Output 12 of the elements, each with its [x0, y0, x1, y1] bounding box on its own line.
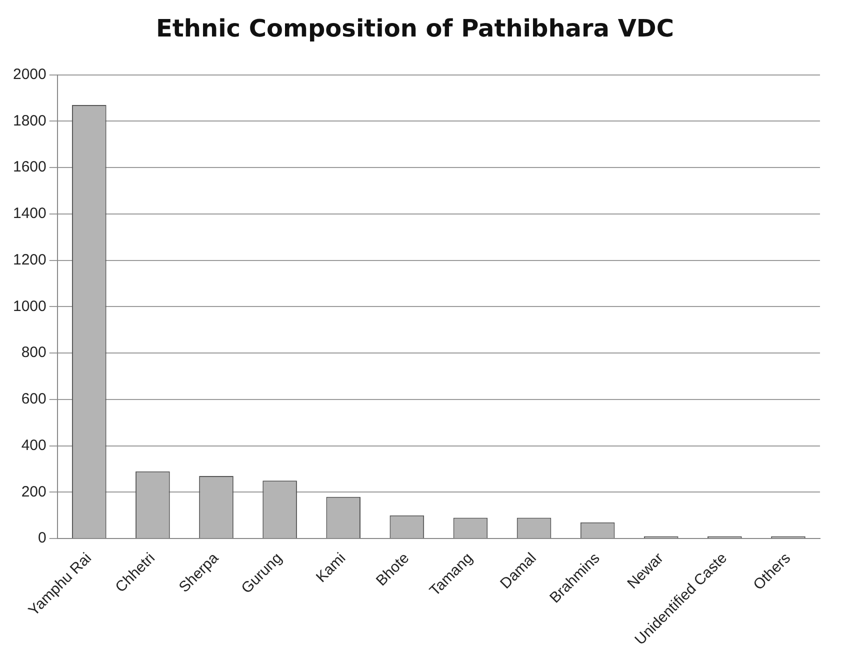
y-tick-label: 1800: [12, 112, 46, 130]
y-tick-label: 2000: [12, 66, 46, 83]
y-tick-label: 1600: [12, 158, 46, 176]
y-tick-label: 200: [21, 483, 46, 500]
y-tick-label: 800: [21, 344, 46, 362]
y-tick-label: 1000: [12, 298, 46, 315]
y-tick-label: 1400: [12, 205, 46, 222]
y-tick-label: 400: [21, 436, 46, 454]
y-tick-label: 1200: [12, 251, 46, 268]
y-tick-label: 600: [21, 390, 46, 408]
chart-title: Ethnic Composition of Pathibhara VDC: [156, 14, 674, 43]
y-tick-label: 0: [38, 530, 46, 547]
